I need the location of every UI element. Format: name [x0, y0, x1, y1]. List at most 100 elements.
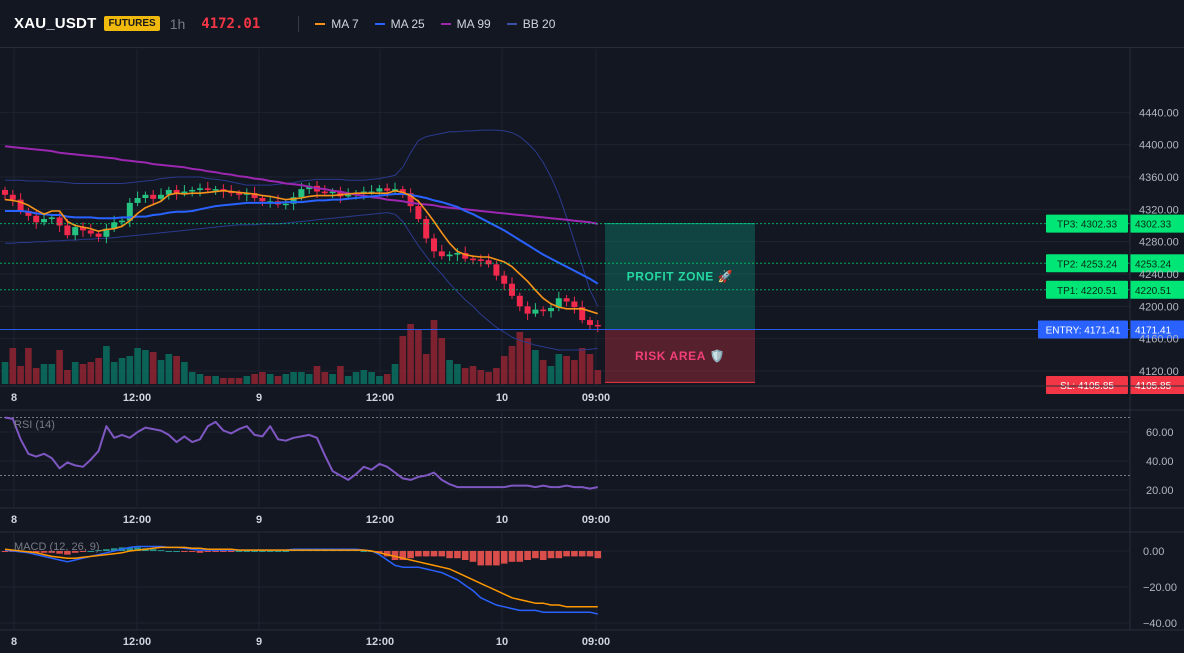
volume-bar: [251, 374, 258, 384]
legend-ma99-swatch: [440, 22, 451, 25]
macd-histogram-bar: [571, 551, 578, 557]
candle-body: [345, 194, 352, 197]
legend-bb20-swatch: [506, 22, 517, 25]
volume-bar: [469, 366, 477, 384]
candle-body: [173, 189, 180, 194]
candle: [594, 320, 601, 333]
x-tick-label: 8: [11, 636, 17, 648]
macd-y-tick-label: 0.00: [1143, 546, 1164, 558]
candle: [275, 194, 281, 208]
y-tick-label: 4120.00: [1139, 366, 1179, 378]
candle-body: [485, 260, 492, 265]
rsi-y-tick-label: 40.00: [1146, 456, 1174, 468]
candle-body: [493, 264, 500, 276]
y-tick-label: 4400.00: [1139, 140, 1179, 152]
candle: [321, 185, 328, 197]
candle-body: [298, 189, 305, 198]
candle: [540, 306, 547, 317]
candle: [204, 181, 211, 194]
candle-body: [111, 222, 118, 229]
volume-bar: [40, 364, 48, 384]
interval-label[interactable]: 1h: [169, 15, 186, 32]
macd-histogram-bar: [415, 551, 422, 557]
macd-histogram-bar: [173, 551, 180, 552]
legend-ma25-swatch: [374, 22, 385, 25]
macd-histogram-bar: [547, 551, 555, 559]
volume-bar: [594, 370, 602, 384]
volume-bar: [329, 374, 336, 384]
volume-bar: [586, 354, 594, 384]
volume-bar: [134, 348, 141, 384]
reference-price-tag: [1130, 214, 1184, 233]
reference-line-3: ENTRY: 4171.41 4171.41: [0, 320, 1184, 339]
macd-histogram-bar: [64, 551, 71, 555]
volume-bar: [282, 374, 290, 384]
candle-body: [290, 197, 297, 204]
volume-bar: [87, 362, 95, 384]
candle-body: [150, 194, 157, 199]
candle: [243, 188, 250, 202]
macd-histogram-bar: [1, 551, 9, 552]
candle-body: [181, 191, 188, 194]
x-tick-label: 12:00: [366, 514, 394, 526]
x-tick-label: 12:00: [123, 514, 151, 526]
candle-body: [579, 307, 586, 321]
volume-bar: [446, 360, 453, 384]
volume-bar: [368, 372, 375, 384]
y-tick-label: 4200.00: [1139, 301, 1179, 313]
x-tick-label: 9: [256, 514, 262, 526]
x-tick-label: 09:00: [582, 636, 610, 648]
candle: [9, 189, 16, 207]
volume-bar: [220, 378, 227, 384]
candle: [555, 291, 562, 312]
volume-bar: [399, 336, 407, 384]
volume-bar: [477, 370, 485, 384]
macd-histogram-bar: [524, 551, 531, 560]
volume-bar: [103, 346, 110, 384]
candle-body: [501, 275, 508, 284]
candle-body: [470, 258, 476, 261]
x-tick-label: 12:00: [366, 392, 394, 404]
symbol-name[interactable]: XAU_USDT: [14, 15, 97, 32]
volume-bar: [157, 360, 165, 384]
macd-histogram-bar: [32, 551, 40, 553]
candle-body: [571, 301, 578, 308]
macd-histogram-bar: [594, 551, 602, 559]
candle-body: [368, 191, 375, 194]
volume-bar: [126, 356, 134, 384]
candle: [259, 194, 266, 207]
reference-line-tag: [1038, 320, 1128, 339]
x-tick-label: 10: [496, 514, 508, 526]
macd-histogram-bar: [555, 551, 563, 559]
macd-histogram-bar: [165, 551, 173, 552]
volume-bar: [274, 376, 282, 384]
macd-histogram-bar: [235, 551, 243, 552]
bb-upper-line: [5, 129, 599, 307]
volume-bar: [235, 378, 243, 384]
legend-ma25[interactable]: MA 25: [374, 17, 425, 31]
candle-body: [212, 189, 219, 191]
macd-histogram-bar: [438, 551, 446, 557]
candle: [509, 277, 515, 300]
macd-histogram-bar: [485, 551, 492, 566]
reference-line-label: TP1: 4220.51: [1057, 286, 1117, 297]
volume-bar: [383, 374, 391, 384]
reference-line-tag: [1046, 376, 1128, 394]
y-tick-label: 4440.00: [1139, 107, 1179, 119]
candle-body: [103, 228, 110, 237]
legend-bb20[interactable]: BB 20: [506, 17, 555, 31]
macd-histogram-bar: [40, 551, 48, 553]
candle: [197, 183, 203, 197]
macd-histogram-bar: [274, 551, 282, 552]
x-tick-label: 10: [496, 392, 508, 404]
legend-ma99[interactable]: MA 99: [440, 17, 491, 31]
legend-ma7[interactable]: MA 7: [315, 17, 359, 31]
candle: [407, 188, 414, 213]
candle-body: [524, 306, 531, 314]
macd-histogram-bar: [266, 551, 274, 552]
reference-line-0: TP3: 4302.33 4302.33: [0, 214, 1184, 233]
candle-body: [119, 220, 125, 223]
volume-bar: [9, 348, 17, 384]
macd-histogram-bar: [422, 551, 430, 557]
